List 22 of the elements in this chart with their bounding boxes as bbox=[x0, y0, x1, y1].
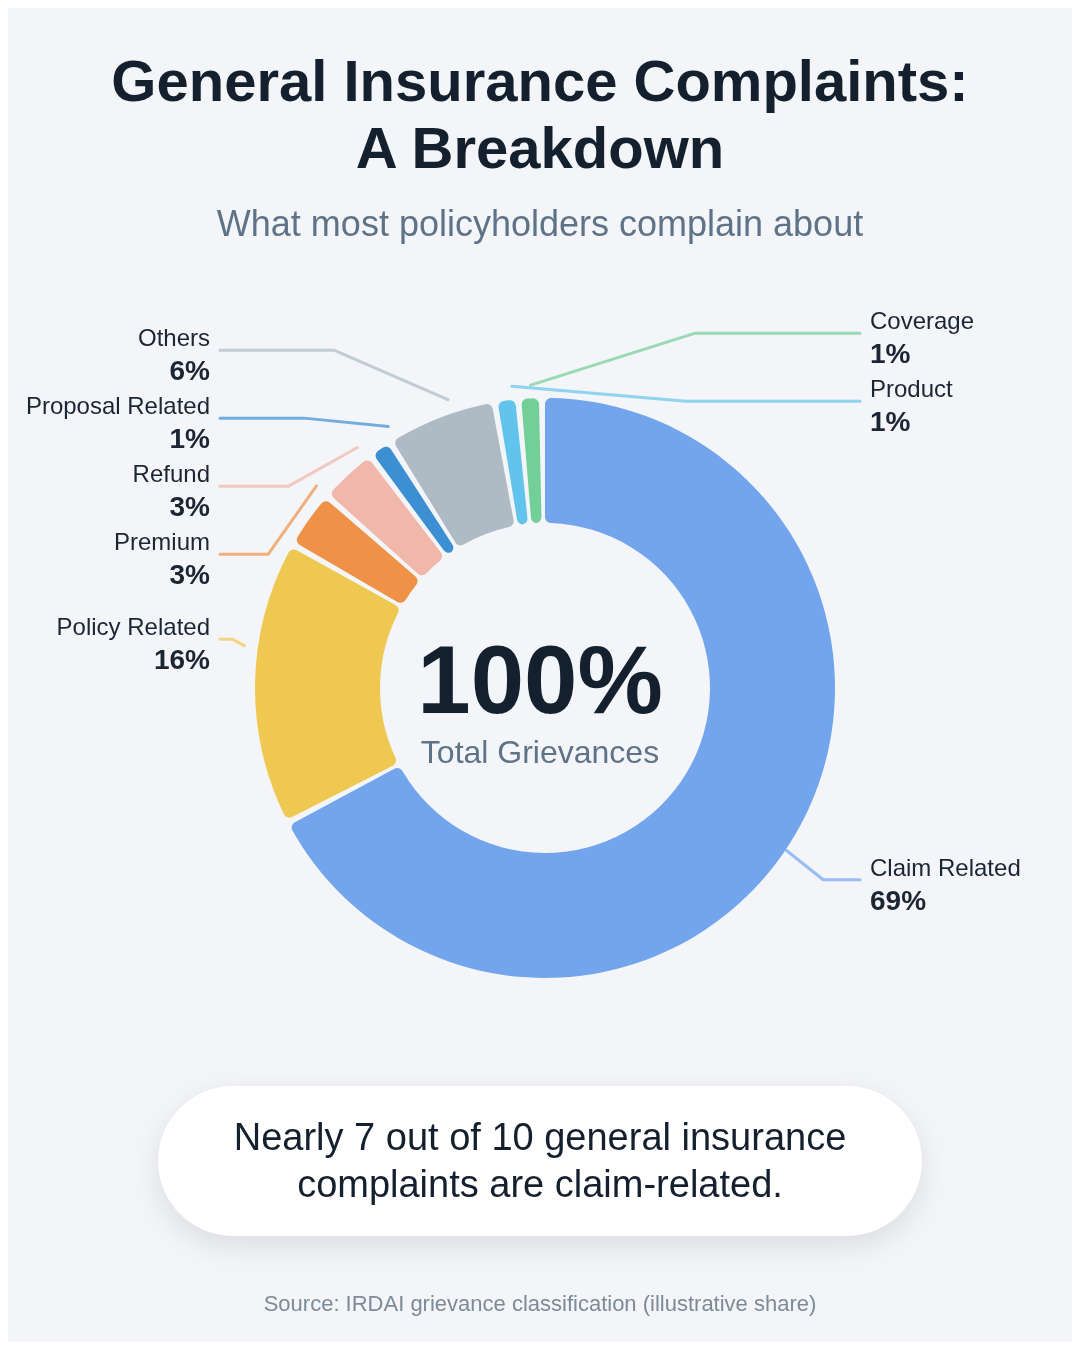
data-label: 1% bbox=[169, 423, 211, 455]
source-note: Source: IRDAI grievance classification (illustrative share) bbox=[262, 1291, 818, 1317]
slice-label: Refund bbox=[132, 460, 210, 488]
slice-label: Claim Related bbox=[870, 853, 1021, 881]
data-label: 1% bbox=[870, 338, 911, 370]
chart-subtitle: What most policyholders complain about bbox=[215, 203, 865, 246]
data-label: 3% bbox=[169, 491, 211, 523]
data-label: 16% bbox=[153, 644, 211, 676]
slice-label: Proposal Related bbox=[25, 392, 210, 420]
text: Total Grievances bbox=[420, 734, 660, 770]
data-label: 69% bbox=[870, 884, 927, 916]
text: Nearly 7 out of 10 general insurance complaints are claim-related. bbox=[158, 1086, 922, 1236]
data-label: 3% bbox=[169, 559, 211, 591]
chart-title: General Insurance Complaints: A Breakdown bbox=[110, 47, 970, 182]
slice-label: Others bbox=[137, 324, 210, 352]
slice-label: Policy Related bbox=[56, 613, 210, 641]
data-label: 6% bbox=[169, 355, 211, 387]
text: 100% bbox=[417, 626, 663, 733]
slice-label: Coverage bbox=[870, 307, 975, 335]
slice-label: Product bbox=[870, 375, 954, 403]
slice-label: Premium bbox=[113, 528, 210, 556]
data-label: 1% bbox=[870, 406, 911, 438]
